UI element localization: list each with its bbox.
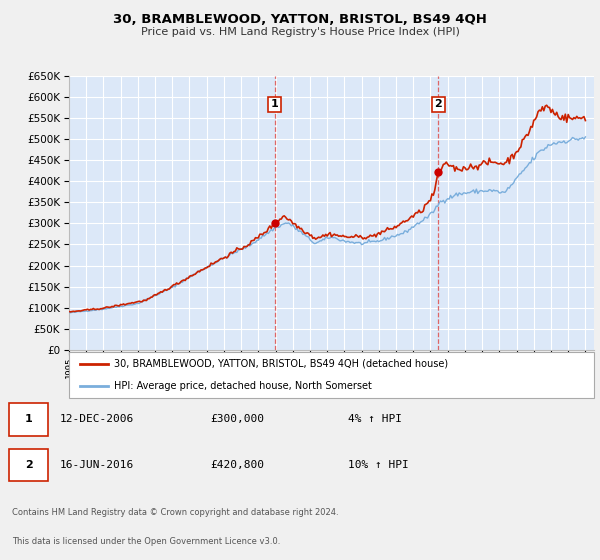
FancyBboxPatch shape [9, 403, 48, 436]
Text: 1: 1 [271, 100, 278, 109]
Text: 30, BRAMBLEWOOD, YATTON, BRISTOL, BS49 4QH (detached house): 30, BRAMBLEWOOD, YATTON, BRISTOL, BS49 4… [113, 358, 448, 368]
Text: 10% ↑ HPI: 10% ↑ HPI [348, 460, 409, 470]
Text: This data is licensed under the Open Government Licence v3.0.: This data is licensed under the Open Gov… [12, 537, 280, 547]
Text: 12-DEC-2006: 12-DEC-2006 [60, 414, 134, 424]
Text: 4% ↑ HPI: 4% ↑ HPI [348, 414, 402, 424]
Text: 2: 2 [25, 460, 32, 470]
Text: £300,000: £300,000 [210, 414, 264, 424]
Text: 30, BRAMBLEWOOD, YATTON, BRISTOL, BS49 4QH: 30, BRAMBLEWOOD, YATTON, BRISTOL, BS49 4… [113, 13, 487, 26]
FancyBboxPatch shape [69, 352, 594, 398]
FancyBboxPatch shape [9, 449, 48, 480]
Text: HPI: Average price, detached house, North Somerset: HPI: Average price, detached house, Nort… [113, 381, 371, 391]
Text: 16-JUN-2016: 16-JUN-2016 [60, 460, 134, 470]
Text: Contains HM Land Registry data © Crown copyright and database right 2024.: Contains HM Land Registry data © Crown c… [12, 508, 338, 517]
Text: Price paid vs. HM Land Registry's House Price Index (HPI): Price paid vs. HM Land Registry's House … [140, 27, 460, 38]
Text: 1: 1 [25, 414, 32, 424]
Text: 2: 2 [434, 100, 442, 109]
Text: £420,800: £420,800 [210, 460, 264, 470]
